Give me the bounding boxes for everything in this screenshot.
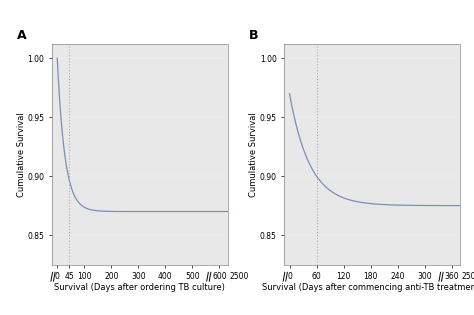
- Y-axis label: Cumulative Survival: Cumulative Survival: [249, 112, 258, 197]
- X-axis label: Survival (Days after commencing anti-TB treatment): Survival (Days after commencing anti-TB …: [262, 283, 474, 292]
- Text: A: A: [17, 29, 27, 42]
- Text: 2500: 2500: [462, 272, 474, 281]
- Text: 2500: 2500: [229, 272, 248, 281]
- Text: B: B: [249, 29, 259, 42]
- Y-axis label: Cumulative Survival: Cumulative Survival: [17, 112, 26, 197]
- X-axis label: Survival (Days after ordering TB culture): Survival (Days after ordering TB culture…: [55, 283, 225, 292]
